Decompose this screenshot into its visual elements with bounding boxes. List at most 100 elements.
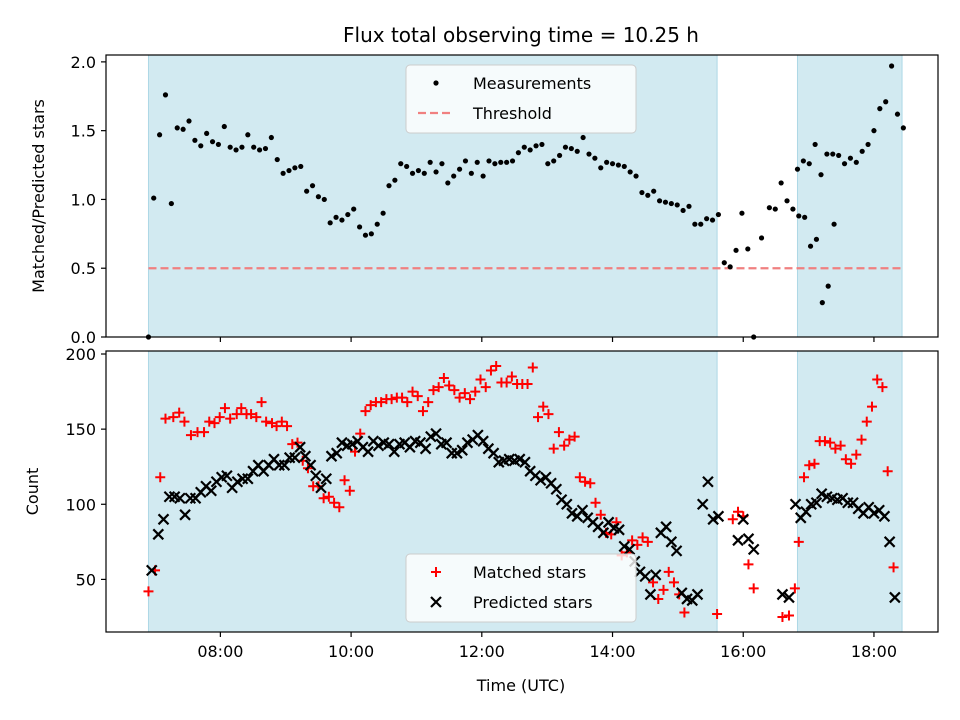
point-0-0-37 — [362, 232, 369, 238]
point-0-0-100 — [733, 247, 739, 253]
point-1-1-43 — [372, 439, 385, 452]
point-0-0-104 — [758, 235, 765, 241]
point-0-0-90 — [674, 202, 680, 208]
point-1-0-76 — [548, 443, 559, 454]
point-1-0-94 — [642, 536, 653, 547]
point-1-1-0 — [145, 564, 158, 577]
point-1-0-53 — [428, 385, 439, 396]
point-1-1-56 — [440, 436, 453, 449]
point-1-0-12 — [214, 412, 225, 423]
point-0-0-40 — [380, 210, 386, 216]
point-1-0-113 — [804, 460, 815, 471]
point-0-0-133 — [888, 63, 895, 69]
point-1-0-122 — [851, 449, 862, 460]
point-1-0-7 — [185, 430, 196, 441]
point-1-0-102 — [712, 608, 723, 619]
point-0-0-32 — [333, 214, 339, 220]
point-0-0-123 — [830, 151, 836, 157]
point-0-0-92 — [686, 203, 692, 209]
point-0-0-5 — [174, 125, 180, 131]
point-0-0-65 — [527, 147, 533, 153]
point-0-0-64 — [521, 144, 527, 150]
point-1-1-25 — [278, 459, 291, 471]
point-1-0-43 — [376, 397, 387, 408]
point-0-0-105 — [766, 205, 772, 211]
point-0-0-38 — [368, 231, 374, 237]
point-0-0-26 — [298, 163, 304, 170]
point-1-1-94 — [639, 570, 651, 583]
point-1-1-100 — [670, 545, 683, 557]
point-0-0-79 — [609, 161, 616, 167]
point-0-0-24 — [286, 167, 292, 174]
y-tick-label-1-2: 150 — [65, 420, 96, 439]
point-1-0-55 — [438, 373, 449, 384]
point-1-1-134 — [889, 591, 901, 604]
point-0-0-19 — [256, 147, 263, 153]
point-0-0-36 — [356, 224, 363, 230]
point-1-0-6 — [179, 416, 190, 427]
point-1-1-113 — [776, 588, 789, 601]
point-1-1-58 — [451, 447, 463, 459]
point-1-0-56 — [444, 380, 455, 391]
point-1-0-18 — [246, 409, 257, 420]
point-1-0-121 — [846, 458, 857, 469]
y-axis-label-1: Count — [23, 468, 42, 516]
point-0-0-10 — [204, 130, 210, 137]
point-0-0-61 — [504, 159, 510, 165]
point-0-0-29 — [315, 194, 322, 200]
point-1-1-91 — [623, 543, 636, 556]
point-1-1-89 — [613, 524, 625, 536]
y-tick-label-0-3: 1.5 — [71, 122, 96, 141]
point-0-0-125 — [841, 161, 848, 167]
point-1-0-126 — [872, 374, 883, 385]
point-1-1-36 — [336, 436, 348, 449]
point-0-0-16 — [239, 144, 245, 150]
point-1-0-85 — [595, 509, 606, 520]
point-0-0-21 — [268, 134, 274, 141]
point-1-0-5 — [174, 407, 185, 418]
point-1-0-83 — [585, 478, 596, 489]
point-0-0-101 — [739, 210, 745, 216]
legend-1: Matched stars Predicted stars — [405, 553, 637, 623]
point-0-0-60 — [498, 159, 504, 165]
point-1-0-116 — [819, 436, 830, 447]
point-0-0-72 — [568, 145, 574, 152]
point-1-0-71 — [522, 379, 533, 390]
point-1-1-34 — [325, 450, 338, 462]
point-1-1-120 — [815, 487, 828, 500]
point-0-0-127 — [853, 159, 859, 165]
point-1-0-13 — [219, 403, 230, 414]
point-1-0-34 — [329, 497, 340, 508]
point-0-0-82 — [627, 169, 633, 175]
point-0-0-39 — [374, 221, 380, 227]
point-0-0-113 — [813, 236, 820, 242]
point-0-0-86 — [651, 188, 657, 194]
point-1-1-117 — [800, 506, 812, 518]
shaded-interval-1-1 — [796, 350, 903, 633]
point-0-0-130 — [871, 128, 877, 134]
point-1-0-74 — [538, 401, 549, 412]
point-1-0-21 — [261, 416, 272, 427]
point-1-1-59 — [456, 444, 468, 456]
point-0-0-98 — [721, 260, 727, 266]
point-1-0-2 — [155, 472, 166, 483]
point-0-0-118 — [800, 158, 806, 164]
point-1-1-110 — [737, 513, 750, 526]
y-tick-label-0-4: 2.0 — [71, 53, 96, 72]
point-1-0-9 — [199, 427, 210, 438]
point-0-0-7 — [186, 118, 192, 124]
point-0-0-111 — [802, 214, 808, 220]
point-1-0-59 — [459, 388, 470, 399]
point-1-0-97 — [658, 584, 669, 595]
point-0-0-34 — [345, 211, 351, 218]
point-1-1-105 — [696, 498, 709, 511]
point-0-0-85 — [645, 192, 651, 198]
point-1-1-79 — [560, 498, 573, 511]
x-tick-label-5: 18:00 — [851, 642, 897, 661]
chart-title: Flux total observing time = 10.25 h — [343, 23, 699, 47]
point-0-0-115 — [825, 283, 831, 289]
point-1-1-70 — [513, 453, 526, 465]
point-0-0-47 — [421, 170, 427, 176]
point-0-0-48 — [427, 159, 433, 165]
point-0-0-96 — [709, 217, 716, 223]
